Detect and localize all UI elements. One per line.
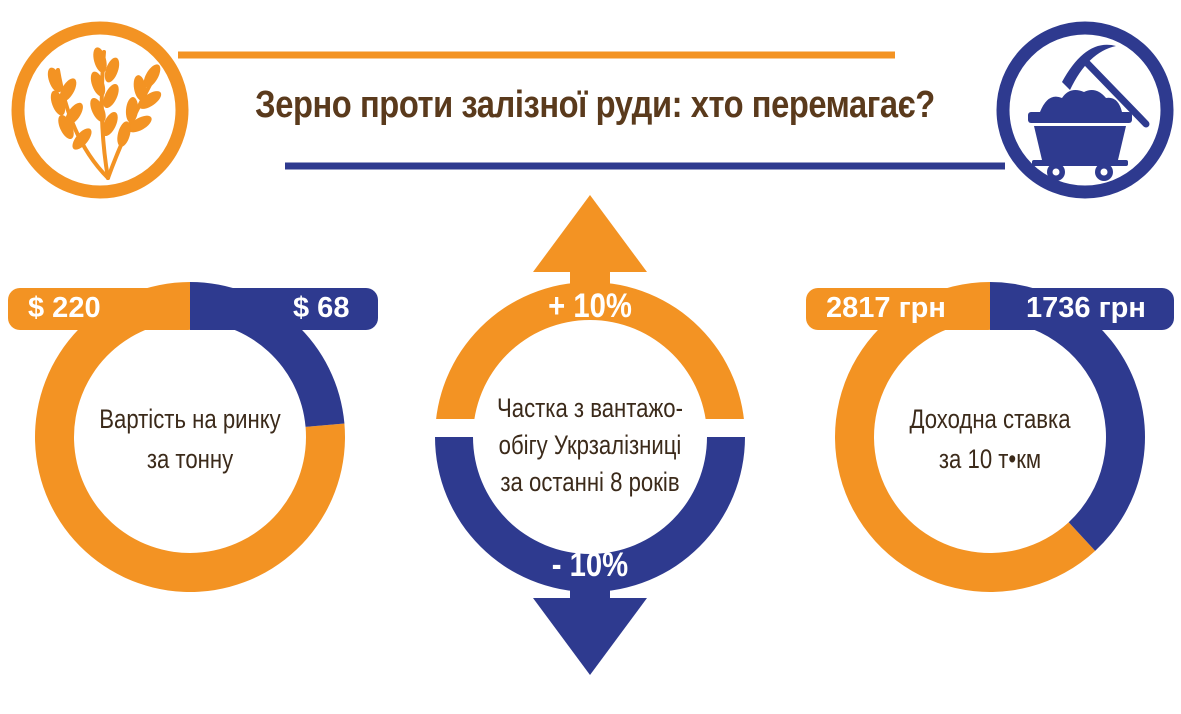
- pill-orange: [8, 288, 200, 330]
- caption-line: за 10 т•км: [938, 444, 1042, 474]
- label-ore-rate: 1736 грн: [1026, 292, 1146, 324]
- pill-navy: [990, 288, 1174, 330]
- arc-divider: [435, 419, 745, 437]
- arrow-down-head: [533, 598, 647, 675]
- donut-left-caption: Вартість на ринку за тонну: [92, 399, 289, 479]
- caption-line: за тонну: [146, 444, 234, 474]
- pill-navy-join: [190, 288, 204, 330]
- charts-layer: [8, 195, 1174, 675]
- mine-cart-pickaxe-icon: [996, 21, 1174, 199]
- pill-navy-join: [990, 288, 1004, 330]
- pill-orange: [806, 288, 1000, 330]
- donut-slice-ore-rate: [990, 282, 1145, 551]
- label-grain-share-change: + 10%: [548, 287, 632, 325]
- caption-line: Вартість на ринку: [99, 404, 281, 434]
- donut-slice-grain-rate: [835, 281, 1096, 592]
- caption-line: Доходна ставка: [909, 404, 1071, 434]
- center-caption: Частка з вантажо- обігу Укрзалізниці за …: [479, 390, 700, 501]
- caption-line: за останні 8 років: [500, 467, 680, 497]
- wheat-icon: [11, 21, 189, 199]
- page-title: Зерно проти залізної руди: хто перемагає…: [255, 84, 935, 126]
- arc-down-ore: [435, 437, 745, 592]
- label-ore-price: $ 68: [293, 292, 350, 324]
- arc-up-grain: [435, 282, 745, 437]
- arrow-up-head: [533, 195, 647, 272]
- caption-line: обігу Укрзалізниці: [498, 430, 682, 460]
- label-grain-price: $ 220: [28, 292, 101, 324]
- donut-right-caption: Доходна ставка за 10 т•км: [883, 399, 1096, 479]
- label-grain-rate: 2817 грн: [826, 292, 946, 324]
- label-ore-share-change: - 10%: [551, 546, 629, 584]
- pill-navy: [190, 288, 378, 330]
- caption-line: Частка з вантажо-: [497, 393, 683, 423]
